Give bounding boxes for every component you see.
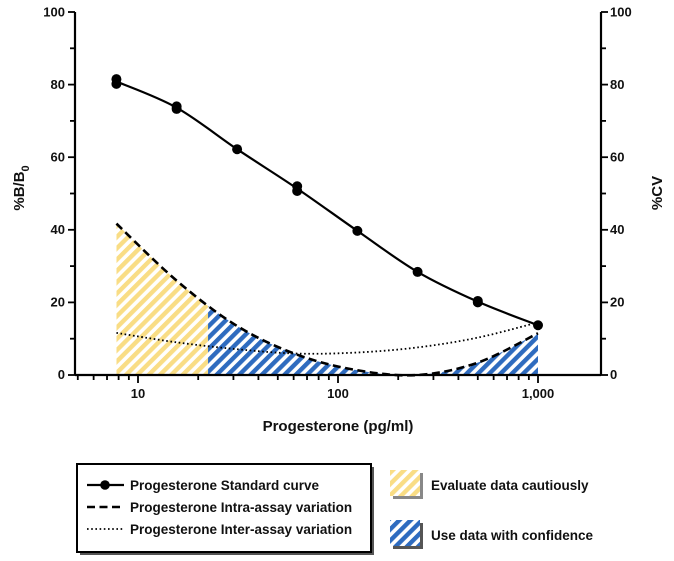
- legend-standard-marker: [100, 480, 110, 490]
- legend-swatches: Evaluate data cautiously Use data with c…: [390, 470, 594, 549]
- left-y-tick-label: 20: [51, 295, 65, 310]
- legend-item-standard-curve: Progesterone Standard curve: [87, 478, 320, 493]
- right-y-tick-labels: 100 80 60 40 20 0: [610, 5, 632, 383]
- standard-curve-point: [292, 185, 303, 196]
- legend-item-intra-assay: Progesterone Intra-assay variation: [87, 500, 352, 515]
- left-y-tick-label: 40: [51, 222, 65, 237]
- standard-curve-point: [533, 320, 543, 331]
- standard-curve-point: [171, 103, 182, 114]
- standard-curve-markers: [111, 74, 543, 331]
- right-y-tick-label: 80: [610, 77, 624, 92]
- series-line-intra-assay: [115, 222, 539, 377]
- x-tick-labels: 10 100 1,000: [131, 386, 555, 401]
- x-axis-title: Progesterone (pg/ml): [263, 418, 414, 435]
- left-y-tick-label: 60: [51, 150, 65, 165]
- legend-label: Progesterone Standard curve: [130, 478, 320, 493]
- standard-curve-point: [472, 297, 483, 308]
- right-y-tick-label: 40: [610, 222, 624, 237]
- x-ticks: [76, 375, 539, 383]
- left-y-tick-label: 0: [58, 367, 65, 382]
- region-evaluate-cautiously: [116, 223, 209, 375]
- x-tick-label: 100: [327, 386, 349, 401]
- left-y-tick-label: 100: [43, 5, 65, 20]
- region-use-with-confidence: [208, 223, 538, 375]
- left-y-axis-title-subscript: 0: [20, 165, 32, 171]
- legend-label: Progesterone Inter-assay variation: [130, 522, 352, 537]
- standard-curve-point: [412, 266, 423, 277]
- legend-item-use-with-confidence: Use data with confidence: [390, 520, 594, 549]
- right-y-tick-label: 60: [610, 150, 624, 165]
- x-tick-label: 10: [131, 386, 145, 401]
- standard-curve-point: [352, 225, 363, 236]
- legend-label: Use data with confidence: [431, 528, 594, 543]
- legend-label: Evaluate data cautiously: [431, 478, 589, 493]
- right-y-tick-label: 20: [610, 295, 624, 310]
- legend-lines: Progesterone Standard curve Progesterone…: [76, 463, 374, 555]
- standard-curve-point: [232, 144, 243, 155]
- right-y-tick-label: 0: [610, 367, 617, 382]
- y-ticks: [68, 11, 608, 376]
- legend-swatch-evaluate-cautiously: [390, 470, 420, 496]
- legend-box: [76, 463, 372, 553]
- legend-swatch-use-with-confidence: [390, 520, 420, 546]
- right-y-tick-label: 100: [610, 5, 632, 20]
- left-y-tick-labels: 100 80 60 40 20 0: [43, 5, 65, 383]
- standard-curve-point: [111, 78, 122, 89]
- series-line-standard-curve: [115, 80, 539, 327]
- legend-label: Progesterone Intra-assay variation: [130, 500, 352, 515]
- legend-item-inter-assay: Progesterone Inter-assay variation: [87, 522, 352, 537]
- shaded-regions: [116, 223, 538, 375]
- x-tick-label: 1,000: [522, 386, 555, 401]
- legend-item-evaluate-cautiously: Evaluate data cautiously: [390, 470, 589, 499]
- right-y-axis-title: %CV: [649, 176, 666, 210]
- left-y-tick-label: 80: [51, 77, 65, 92]
- left-y-axis-title: %B/B0: [11, 165, 32, 210]
